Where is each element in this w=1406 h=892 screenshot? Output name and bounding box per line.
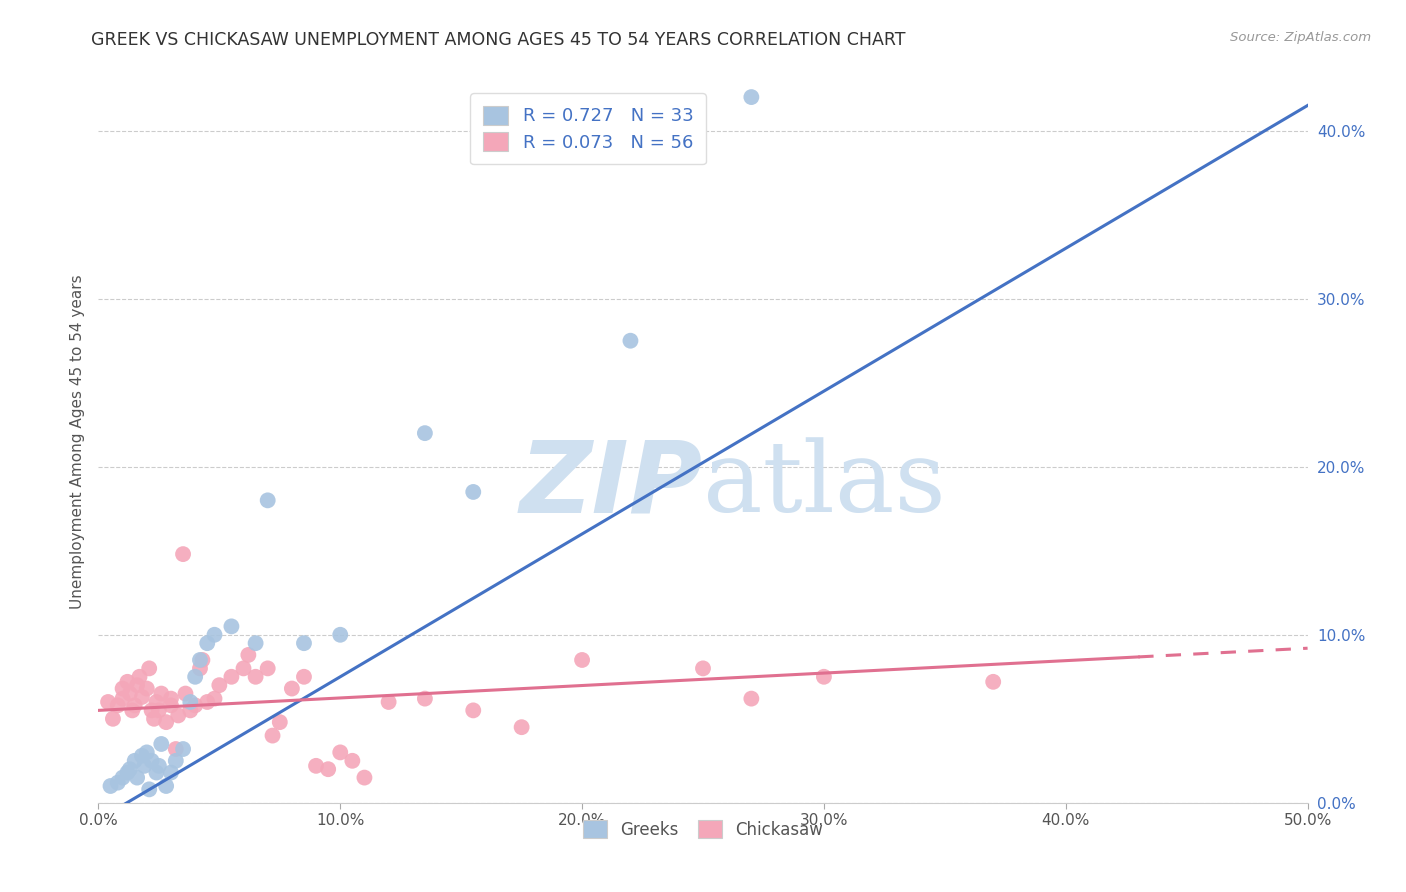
Point: [118, 762, 141, 776]
Point: [107, 775, 129, 789]
Point: [256, 493, 278, 508]
Point: [256, 661, 278, 675]
Point: [571, 653, 593, 667]
Legend: Greeks, Chickasaw: Greeks, Chickasaw: [574, 810, 832, 848]
Point: [150, 737, 173, 751]
Point: [150, 687, 173, 701]
Point: [188, 661, 211, 675]
Point: [221, 670, 243, 684]
Point: [141, 754, 163, 768]
Point: [135, 681, 157, 696]
Point: [111, 771, 134, 785]
Point: [101, 712, 124, 726]
Point: [269, 715, 291, 730]
Text: GREEK VS CHICKASAW UNEMPLOYMENT AMONG AGES 45 TO 54 YEARS CORRELATION CHART: GREEK VS CHICKASAW UNEMPLOYMENT AMONG AG…: [91, 31, 905, 49]
Point: [262, 729, 284, 743]
Point: [111, 691, 134, 706]
Point: [134, 759, 156, 773]
Point: [172, 742, 194, 756]
Point: [128, 670, 150, 684]
Point: [619, 334, 641, 348]
Point: [111, 681, 134, 696]
Point: [160, 691, 183, 706]
Point: [292, 670, 315, 684]
Point: [179, 695, 201, 709]
Y-axis label: Unemployment Among Ages 45 to 54 years: Unemployment Among Ages 45 to 54 years: [69, 274, 84, 609]
Point: [117, 674, 139, 689]
Point: [342, 754, 364, 768]
Point: [124, 754, 146, 768]
Point: [184, 670, 207, 684]
Point: [316, 762, 339, 776]
Point: [143, 712, 166, 726]
Point: [124, 698, 146, 713]
Point: [281, 681, 304, 696]
Text: ZIP: ZIP: [520, 436, 703, 533]
Point: [245, 636, 267, 650]
Point: [160, 698, 183, 713]
Point: [148, 703, 170, 717]
Point: [107, 698, 129, 713]
Text: Source: ZipAtlas.com: Source: ZipAtlas.com: [1230, 31, 1371, 45]
Point: [141, 703, 163, 717]
Text: atlas: atlas: [703, 437, 946, 533]
Point: [160, 765, 183, 780]
Point: [221, 619, 243, 633]
Point: [692, 661, 714, 675]
Point: [740, 90, 762, 104]
Point: [127, 771, 149, 785]
Point: [463, 703, 485, 717]
Point: [138, 661, 160, 675]
Point: [117, 765, 139, 780]
Point: [195, 636, 218, 650]
Point: [145, 765, 167, 780]
Point: [740, 691, 762, 706]
Point: [208, 678, 231, 692]
Point: [238, 648, 260, 662]
Point: [155, 779, 177, 793]
Point: [131, 690, 153, 704]
Point: [377, 695, 399, 709]
Point: [145, 695, 167, 709]
Point: [172, 547, 194, 561]
Point: [165, 742, 187, 756]
Point: [195, 695, 218, 709]
Point: [204, 628, 226, 642]
Point: [463, 485, 485, 500]
Point: [188, 653, 211, 667]
Point: [118, 687, 141, 701]
Point: [97, 695, 120, 709]
Point: [245, 670, 267, 684]
Point: [305, 759, 328, 773]
Point: [191, 653, 214, 667]
Point: [127, 678, 149, 692]
Point: [204, 691, 226, 706]
Point: [100, 779, 122, 793]
Point: [510, 720, 533, 734]
Point: [174, 687, 197, 701]
Point: [232, 661, 254, 675]
Point: [138, 782, 160, 797]
Point: [329, 628, 352, 642]
Point: [155, 715, 177, 730]
Point: [179, 703, 201, 717]
Point: [813, 670, 835, 684]
Point: [413, 691, 436, 706]
Point: [413, 426, 436, 441]
Point: [121, 703, 143, 717]
Point: [981, 674, 1004, 689]
Point: [292, 636, 315, 650]
Point: [135, 745, 157, 759]
Point: [148, 759, 170, 773]
Point: [131, 748, 153, 763]
Point: [165, 754, 187, 768]
Point: [353, 771, 375, 785]
Point: [329, 745, 352, 759]
Point: [184, 698, 207, 713]
Point: [167, 708, 190, 723]
